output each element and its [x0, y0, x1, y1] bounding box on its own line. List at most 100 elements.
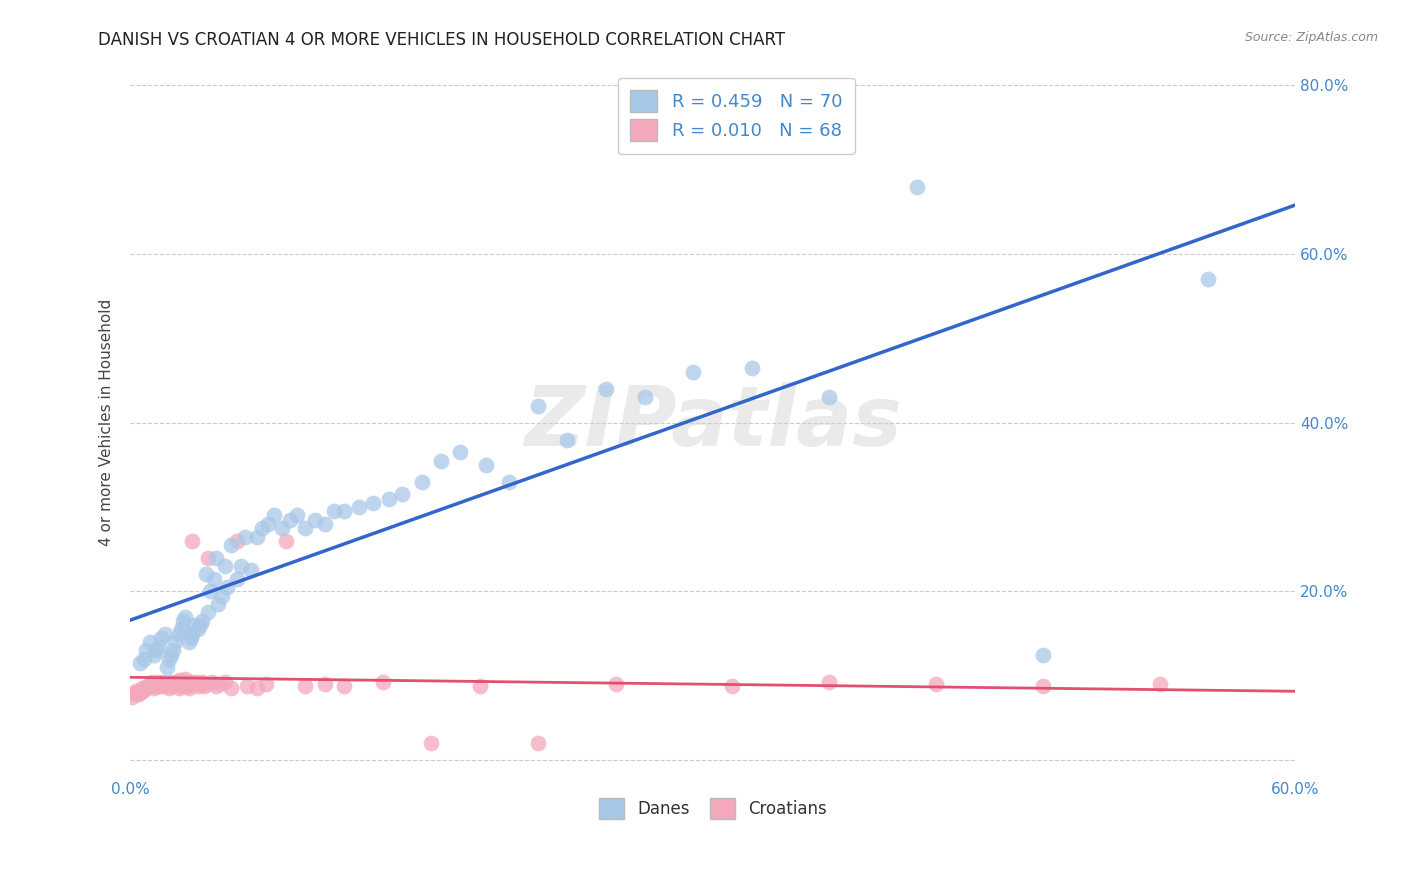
Point — [167, 673, 190, 687]
Point — [925, 677, 948, 691]
Point — [146, 675, 169, 690]
Point — [1149, 677, 1171, 691]
Point — [170, 622, 193, 636]
Point — [263, 508, 285, 523]
Point — [187, 679, 209, 693]
Point — [142, 648, 165, 662]
Point — [166, 675, 188, 690]
Point — [163, 635, 186, 649]
Point — [1197, 272, 1219, 286]
Point — [818, 675, 841, 690]
Point — [555, 433, 578, 447]
Point — [605, 677, 627, 691]
Point — [333, 679, 356, 693]
Point — [229, 559, 252, 574]
Point — [132, 683, 155, 698]
Point — [682, 365, 704, 379]
Point — [181, 626, 204, 640]
Point — [163, 677, 186, 691]
Point — [214, 675, 236, 690]
Point — [180, 631, 202, 645]
Point — [131, 683, 153, 698]
Point — [349, 500, 371, 514]
Point — [226, 572, 249, 586]
Point — [170, 679, 193, 693]
Point — [233, 529, 256, 543]
Y-axis label: 4 or more Vehicles in Household: 4 or more Vehicles in Household — [100, 299, 114, 546]
Point — [1032, 648, 1054, 662]
Point — [741, 360, 763, 375]
Point — [172, 614, 194, 628]
Point — [323, 504, 346, 518]
Point — [595, 382, 617, 396]
Point — [148, 639, 170, 653]
Point — [172, 677, 194, 691]
Point — [173, 609, 195, 624]
Point — [197, 606, 219, 620]
Point — [721, 679, 744, 693]
Point — [160, 675, 183, 690]
Point — [191, 675, 214, 690]
Point — [187, 622, 209, 636]
Point — [314, 516, 336, 531]
Point — [221, 681, 243, 696]
Point — [333, 504, 356, 518]
Point — [177, 677, 200, 691]
Point — [204, 679, 226, 693]
Point — [498, 475, 520, 489]
Text: DANISH VS CROATIAN 4 OR MORE VEHICLES IN HOUSEHOLD CORRELATION CHART: DANISH VS CROATIAN 4 OR MORE VEHICLES IN… — [98, 31, 786, 49]
Point — [183, 618, 205, 632]
Point — [180, 675, 202, 690]
Point — [162, 679, 184, 693]
Point — [195, 677, 218, 691]
Point — [391, 487, 413, 501]
Point — [420, 736, 443, 750]
Point — [132, 652, 155, 666]
Point — [214, 559, 236, 574]
Point — [527, 399, 550, 413]
Point — [314, 677, 336, 691]
Point — [135, 643, 157, 657]
Point — [156, 677, 179, 691]
Point — [186, 675, 208, 690]
Point — [411, 475, 433, 489]
Point — [150, 677, 173, 691]
Point — [202, 572, 225, 586]
Point — [157, 652, 180, 666]
Point — [245, 681, 267, 696]
Point — [139, 677, 162, 691]
Point — [361, 496, 384, 510]
Point — [152, 675, 174, 690]
Point — [236, 679, 259, 693]
Point — [449, 445, 471, 459]
Point — [430, 453, 453, 467]
Point — [181, 533, 204, 548]
Text: Source: ZipAtlas.com: Source: ZipAtlas.com — [1244, 31, 1378, 45]
Point — [239, 563, 262, 577]
Point — [145, 643, 167, 657]
Point — [136, 679, 159, 693]
Point — [145, 677, 167, 691]
Legend: Danes, Croatians: Danes, Croatians — [592, 791, 834, 825]
Point — [474, 458, 496, 472]
Point — [188, 618, 211, 632]
Point — [201, 675, 224, 690]
Point — [197, 550, 219, 565]
Point — [304, 513, 326, 527]
Point — [155, 626, 177, 640]
Point — [125, 683, 148, 698]
Point — [177, 635, 200, 649]
Point — [183, 677, 205, 691]
Point — [142, 681, 165, 696]
Point — [121, 690, 143, 704]
Point — [141, 679, 163, 693]
Point — [198, 584, 221, 599]
Point — [131, 681, 153, 696]
Point — [195, 567, 218, 582]
Point — [173, 675, 195, 690]
Point — [252, 521, 274, 535]
Point — [274, 533, 297, 548]
Point — [160, 648, 183, 662]
Point — [294, 521, 316, 535]
Point — [150, 631, 173, 645]
